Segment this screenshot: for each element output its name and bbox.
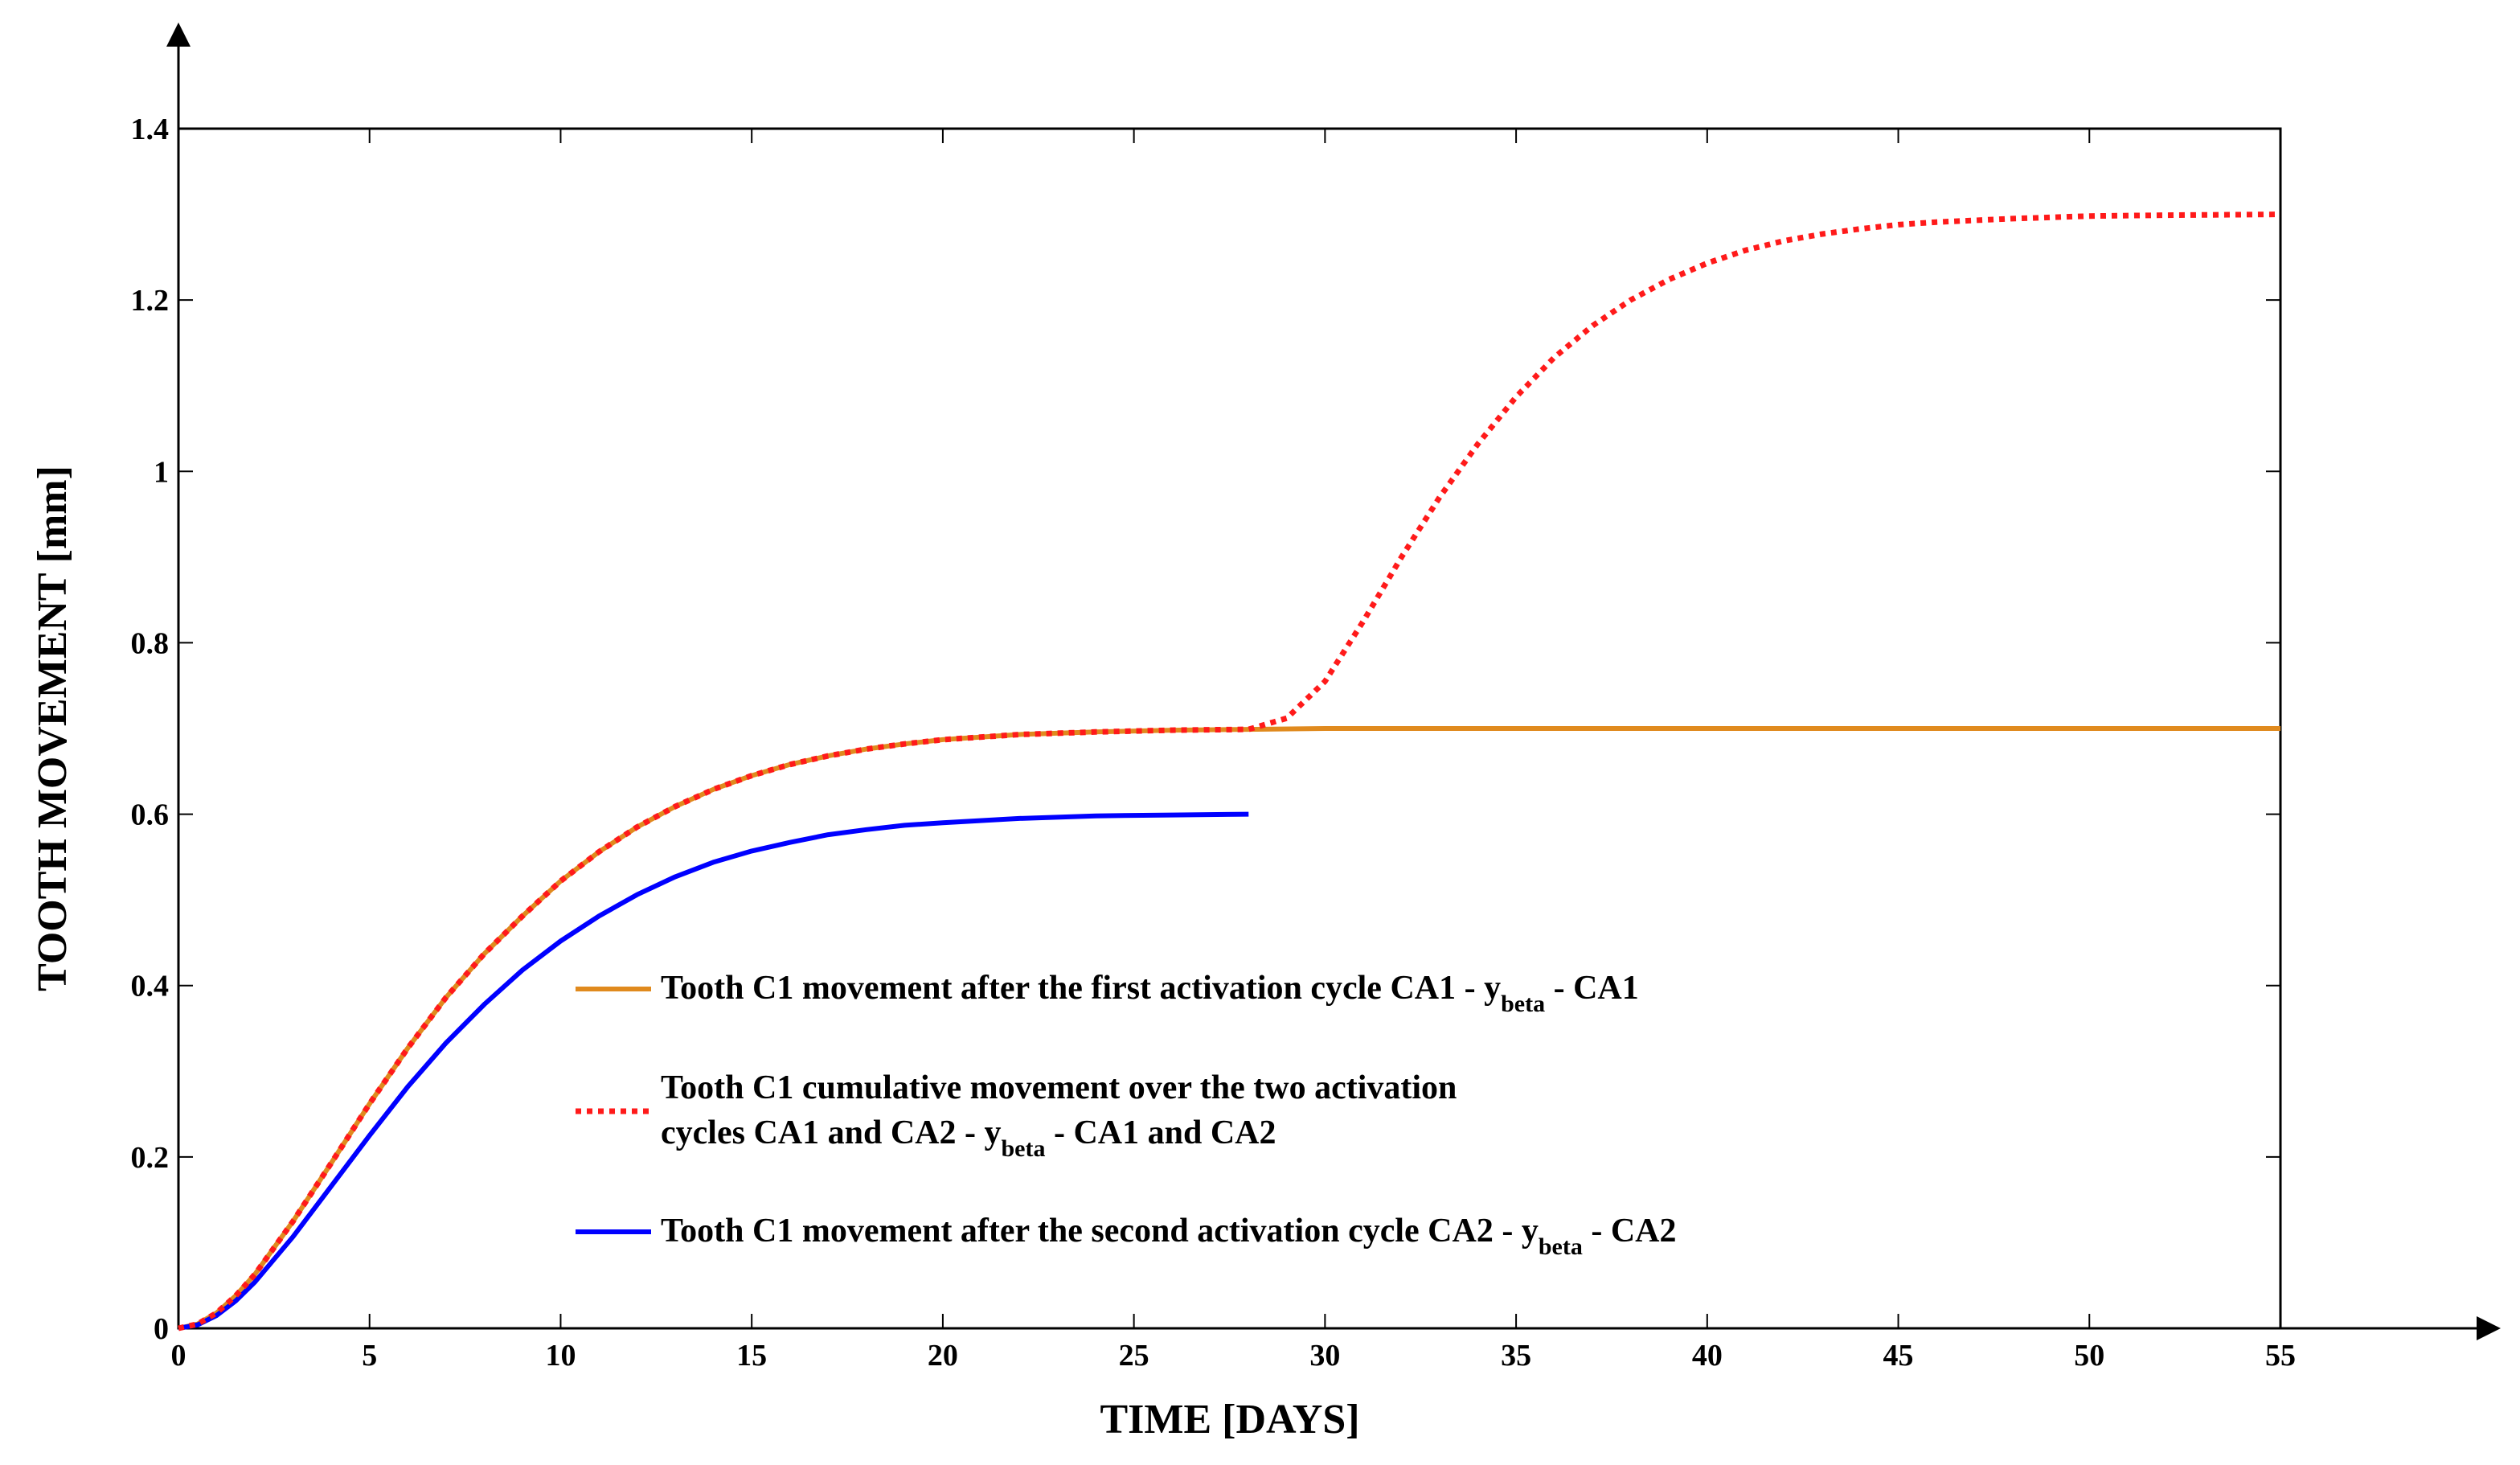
series-line-3	[178, 811, 1249, 1331]
legend-text-main: Tooth C1 cumulative movement over the tw…	[661, 1069, 1457, 1106]
y-tick-label: 0	[154, 1312, 169, 1346]
x-tick-label: 15	[736, 1339, 767, 1373]
y-tick-label: 1.2	[131, 284, 170, 318]
legend-label-3: Tooth C1 movement after the second activ…	[661, 1213, 1676, 1260]
legend-text-main: Tooth C1 movement after the second activ…	[661, 1213, 1539, 1250]
axis-ticks	[178, 128, 2281, 1329]
x-tick-label: 50	[2074, 1339, 2104, 1373]
x-tick-label: 20	[928, 1339, 958, 1373]
series-lines	[178, 211, 2281, 1332]
series-line-2	[178, 211, 2281, 1332]
x-tick-label: 5	[362, 1339, 377, 1373]
legend-text-main: Tooth C1 movement after the first activa…	[661, 970, 1501, 1007]
legend-text-subscript: beta	[1001, 1135, 1045, 1162]
x-tick-label: 55	[2265, 1339, 2296, 1373]
legend-label-1: Tooth C1 movement after the first activa…	[661, 970, 1639, 1017]
y-tick-label: 0.4	[131, 970, 170, 1003]
legend-text-main: cycles CA1 and CA2 - y	[661, 1114, 1001, 1151]
axes-frame	[166, 23, 2501, 1340]
y-tick-label: 0.2	[131, 1141, 170, 1175]
y-tick-label: 1.4	[131, 113, 170, 146]
x-axis-title: TIME [DAYS]	[1100, 1397, 1359, 1442]
legend-label-2: cycles CA1 and CA2 - ybeta - CA1 and CA2	[661, 1114, 1276, 1162]
x-tick-label: 25	[1119, 1339, 1149, 1373]
legend-text-subscript: beta	[1501, 991, 1545, 1017]
legend-text-suffix: - CA2	[1583, 1213, 1677, 1250]
y-tick-label: 1	[154, 455, 169, 489]
y-tick-labels: 0 0.2 0.4 0.6 0.8 1 1.2 1.4	[131, 113, 170, 1346]
legend-label-2: Tooth C1 cumulative movement over the tw…	[661, 1069, 1457, 1106]
x-tick-labels: 0 5 10 15 20 25 30 35 40 45 50 55	[171, 1339, 2297, 1373]
y-axis-title: TOOTH MOVEMENT [mm]	[30, 466, 76, 991]
legend-text-subscript: beta	[1539, 1233, 1583, 1260]
x-tick-label: 0	[171, 1339, 186, 1373]
y-tick-label: 0.6	[131, 798, 170, 832]
x-tick-label: 35	[1501, 1339, 1531, 1373]
legend-text-suffix: - CA1	[1545, 970, 1639, 1007]
legend: Tooth C1 movement after the first activa…	[576, 970, 1676, 1260]
y-tick-label: 0.8	[131, 626, 170, 660]
x-tick-label: 45	[1883, 1339, 1914, 1373]
x-tick-label: 30	[1309, 1339, 1340, 1373]
x-tick-label: 40	[1692, 1339, 1723, 1373]
legend-text-suffix: - CA1 and CA2	[1045, 1114, 1276, 1151]
x-tick-label: 10	[545, 1339, 576, 1373]
